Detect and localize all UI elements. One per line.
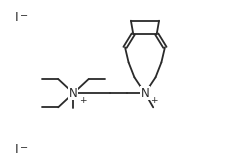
Text: I: I: [15, 11, 18, 24]
Text: N: N: [69, 87, 78, 100]
Text: −: −: [20, 11, 28, 21]
Text: +: +: [79, 96, 86, 105]
Text: +: +: [150, 96, 158, 105]
Text: −: −: [20, 143, 28, 154]
Text: N: N: [141, 87, 149, 100]
Text: I: I: [15, 143, 18, 156]
